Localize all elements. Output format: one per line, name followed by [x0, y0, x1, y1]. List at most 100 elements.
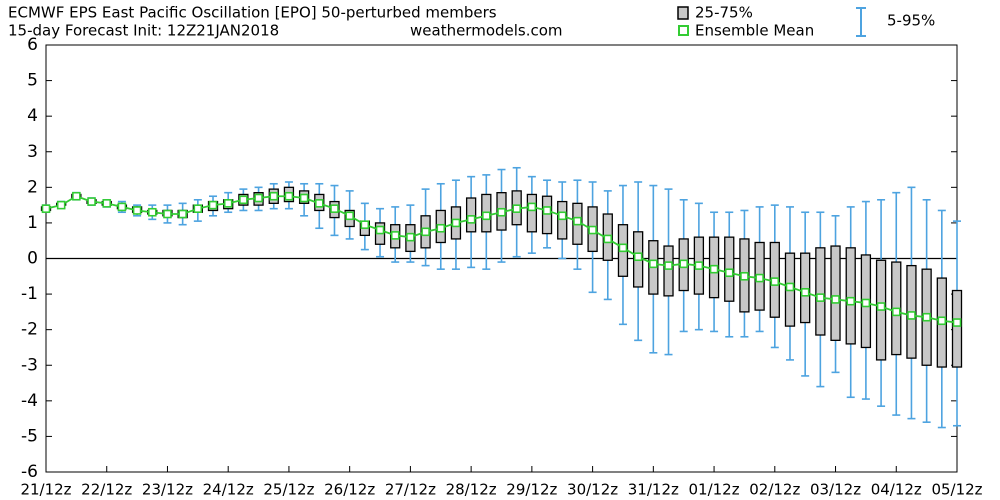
- y-tick-label: -5: [21, 426, 38, 446]
- mean-marker: [421, 227, 430, 237]
- mean-marker: [223, 199, 233, 208]
- mean-marker: [208, 200, 218, 210]
- box: [830, 245, 841, 341]
- mean-marker: [831, 295, 840, 304]
- legend-mean-label: Ensemble Mean: [695, 22, 814, 40]
- y-tick-label: 4: [27, 106, 38, 126]
- y-tick-label: -1: [21, 284, 38, 304]
- mean-marker: [375, 225, 385, 235]
- mean-marker: [649, 259, 658, 269]
- mean-marker: [269, 191, 279, 201]
- mean-marker: [664, 261, 673, 270]
- x-tick-label: 26/12z: [324, 481, 375, 499]
- mean-marker: [482, 211, 491, 221]
- mean-marker: [193, 204, 203, 213]
- mean-marker: [846, 296, 856, 306]
- y-tick-label: 6: [27, 35, 38, 55]
- mean-marker: [390, 231, 400, 240]
- mean-marker: [891, 307, 901, 317]
- x-tick-label: 02/12z: [749, 481, 800, 499]
- mean-marker: [451, 218, 461, 228]
- mean-marker: [633, 252, 643, 262]
- legend-box-label: 25-75%: [695, 4, 753, 22]
- mean-marker: [800, 288, 810, 297]
- mean-marker: [163, 209, 172, 219]
- y-tick-label: 5: [27, 71, 38, 91]
- y-tick-label: 0: [27, 249, 38, 269]
- x-tick-label: 31/12z: [628, 481, 679, 499]
- mean-marker: [755, 273, 764, 283]
- box: [800, 252, 811, 324]
- box: [663, 245, 674, 297]
- box: [815, 247, 826, 336]
- box: [557, 200, 568, 240]
- y-tick-label: 2: [27, 177, 38, 197]
- box: [951, 289, 963, 368]
- box: [541, 195, 553, 235]
- mean-marker: [72, 191, 81, 201]
- x-tick-label: 28/12z: [446, 481, 497, 499]
- source: weathermodels.com: [410, 22, 563, 40]
- mean-marker: [542, 206, 552, 215]
- mean-marker: [785, 282, 795, 292]
- x-tick-label: 30/12z: [567, 481, 618, 499]
- y-tick-label: 1: [27, 213, 38, 233]
- legend-whisker-label: 5-95%: [887, 12, 935, 30]
- mean-marker: [816, 293, 825, 302]
- box: [465, 197, 477, 233]
- mean-marker: [41, 204, 51, 213]
- mean-marker: [117, 202, 127, 212]
- mean-marker: [937, 316, 947, 326]
- mean-marker: [861, 298, 871, 308]
- mean-marker: [512, 204, 521, 213]
- mean-marker: [299, 193, 309, 203]
- y-tick-label: -6: [21, 462, 38, 482]
- mean-marker: [724, 268, 734, 278]
- x-tick-label: 25/12z: [263, 481, 314, 499]
- mean-marker: [406, 232, 415, 242]
- mean-marker: [497, 207, 506, 217]
- mean-marker: [360, 220, 370, 229]
- mean-marker: [330, 204, 339, 213]
- mean-marker: [573, 216, 582, 226]
- mean-marker: [952, 318, 962, 327]
- x-tick-label: 01/12z: [689, 481, 740, 499]
- x-tick-label: 29/12z: [506, 481, 557, 499]
- mean-marker: [588, 225, 597, 235]
- mean-marker: [56, 200, 66, 210]
- mean-marker: [102, 199, 112, 208]
- y-tick-label: -3: [21, 355, 38, 375]
- y-tick-label: 3: [27, 142, 38, 162]
- x-tick-label: 05/12z: [931, 481, 982, 499]
- mean-marker: [679, 259, 689, 269]
- mean-marker: [770, 277, 780, 286]
- mean-marker: [922, 312, 931, 322]
- x-tick-label: 04/12z: [871, 481, 922, 499]
- legend-whisker-icon: [856, 7, 866, 37]
- mean-marker: [603, 234, 613, 244]
- mean-marker: [709, 264, 719, 274]
- mean-marker: [436, 223, 446, 233]
- mean-marker: [178, 209, 187, 219]
- mean-marker: [147, 207, 157, 217]
- mean-marker: [314, 199, 324, 208]
- box: [845, 247, 856, 345]
- mean-marker: [740, 271, 749, 281]
- mean-marker: [618, 243, 628, 253]
- mean-marker: [345, 211, 354, 221]
- mean-marker: [87, 197, 96, 206]
- x-tick-label: 27/12z: [385, 481, 436, 499]
- mean-marker: [694, 261, 704, 270]
- x-tick-label: 24/12z: [203, 481, 254, 499]
- legend-box-icon: [677, 6, 689, 20]
- mean-marker: [254, 193, 263, 203]
- mean-marker: [284, 191, 294, 201]
- mean-marker: [557, 211, 567, 221]
- mean-marker: [907, 311, 916, 320]
- mean-marker: [466, 215, 476, 224]
- mean-marker: [527, 202, 537, 212]
- chart-title: ECMWF EPS East Pacific Oscillation [EPO]…: [8, 4, 497, 22]
- y-tick-label: -2: [21, 320, 38, 340]
- mean-marker: [239, 195, 248, 205]
- x-tick-label: 23/12z: [142, 481, 193, 499]
